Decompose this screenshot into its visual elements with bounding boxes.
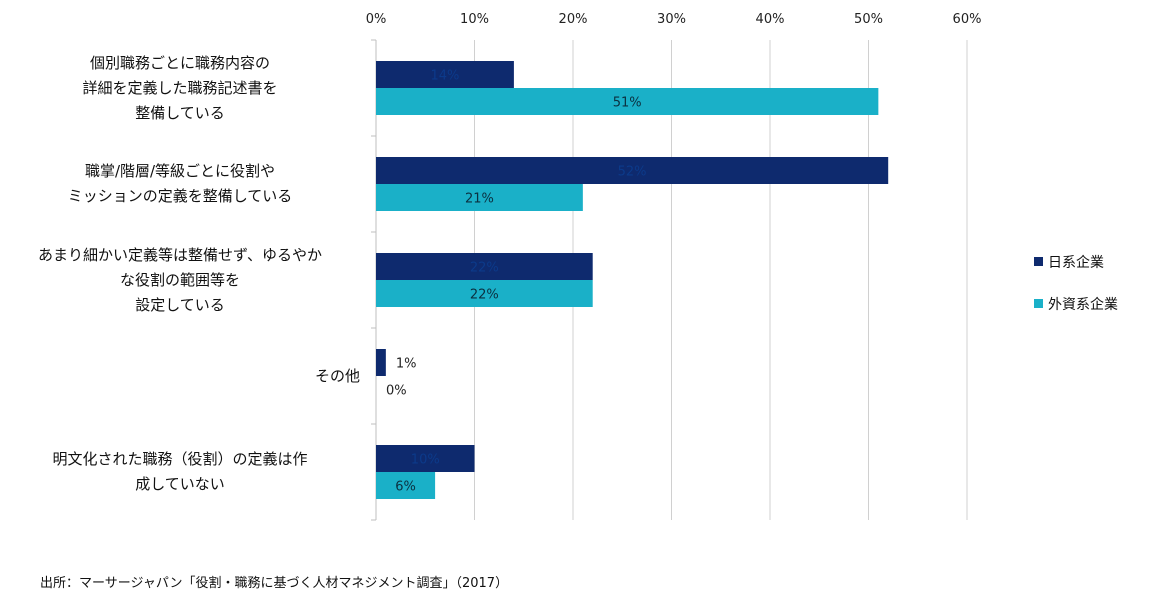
category-label-line: 職掌/階層/等級ごとに役割や	[84, 162, 276, 180]
category-label-line: その他	[314, 366, 360, 385]
x-tick-label: 60%	[953, 12, 982, 27]
data-label: 0%	[386, 384, 407, 399]
data-label: 22%	[470, 288, 499, 303]
data-label: 21%	[465, 192, 494, 207]
legend-item-japanese: 日系企業	[1034, 252, 1118, 272]
category-label: 個別職務ごとに職務内容の 詳細を定義した職務記述書を 整備している	[0, 51, 360, 126]
bar-japanese	[376, 349, 386, 376]
legend-item-foreign: 外資系企業	[1034, 294, 1118, 314]
x-tick-label: 0%	[366, 12, 387, 27]
legend-label-foreign: 外資系企業	[1048, 297, 1118, 313]
bar-japanese	[376, 157, 889, 184]
bar-japanese	[376, 445, 475, 472]
x-tick-label: 10%	[460, 12, 489, 27]
x-tick-label: 20%	[559, 12, 588, 27]
category-label-line: あまり細かい定義等は整備せず、ゆるやか	[38, 245, 322, 264]
data-label: 6%	[395, 480, 416, 495]
bar-foreign	[376, 472, 436, 499]
category-label-line: 詳細を定義した職務記述書を	[82, 78, 278, 97]
data-label: 52%	[618, 165, 647, 180]
category-label-line: 明文化された職務（役割）の定義は作	[52, 450, 308, 468]
data-label: 10%	[411, 453, 440, 468]
category-label-line: な役割の範囲等を	[119, 270, 240, 289]
bar-japanese	[376, 253, 593, 280]
data-label: 1%	[396, 357, 417, 372]
category-label: 職掌/階層/等級ごとに役割や ミッションの定義を整備している	[0, 159, 360, 209]
category-label: 明文化された職務（役割）の定義は作 成していない	[0, 447, 360, 497]
x-tick-label: 40%	[756, 12, 785, 27]
bar-japanese	[376, 61, 514, 88]
legend-swatch-japanese	[1034, 257, 1043, 266]
data-label: 14%	[430, 69, 459, 84]
bar-foreign	[376, 184, 583, 211]
category-label: あまり細かい定義等は整備せず、ゆるやか な役割の範囲等を 設定している	[0, 243, 360, 318]
data-label: 22%	[470, 261, 499, 276]
x-tick-label: 50%	[854, 12, 883, 27]
legend-label-japanese: 日系企業	[1048, 255, 1104, 271]
data-label: 51%	[613, 96, 642, 111]
bar-foreign	[376, 280, 593, 307]
source-note: 出所：マーサージャパン「役割・職務に基づく人材マネジメント調査」（2017）	[40, 576, 509, 591]
category-label-line: 成していない	[135, 475, 225, 493]
category-label-line: 個別職務ごとに職務内容の	[89, 53, 270, 72]
legend: 日系企業 外資系企業	[1034, 252, 1118, 314]
bar-foreign	[376, 88, 879, 115]
x-tick-label: 30%	[657, 12, 686, 27]
category-label-line: 整備している	[135, 103, 225, 122]
category-label-line: 設定している	[135, 295, 225, 314]
legend-swatch-foreign	[1034, 299, 1043, 308]
category-label-line: ミッションの定義を整備している	[67, 187, 293, 205]
category-label: その他	[0, 364, 360, 389]
